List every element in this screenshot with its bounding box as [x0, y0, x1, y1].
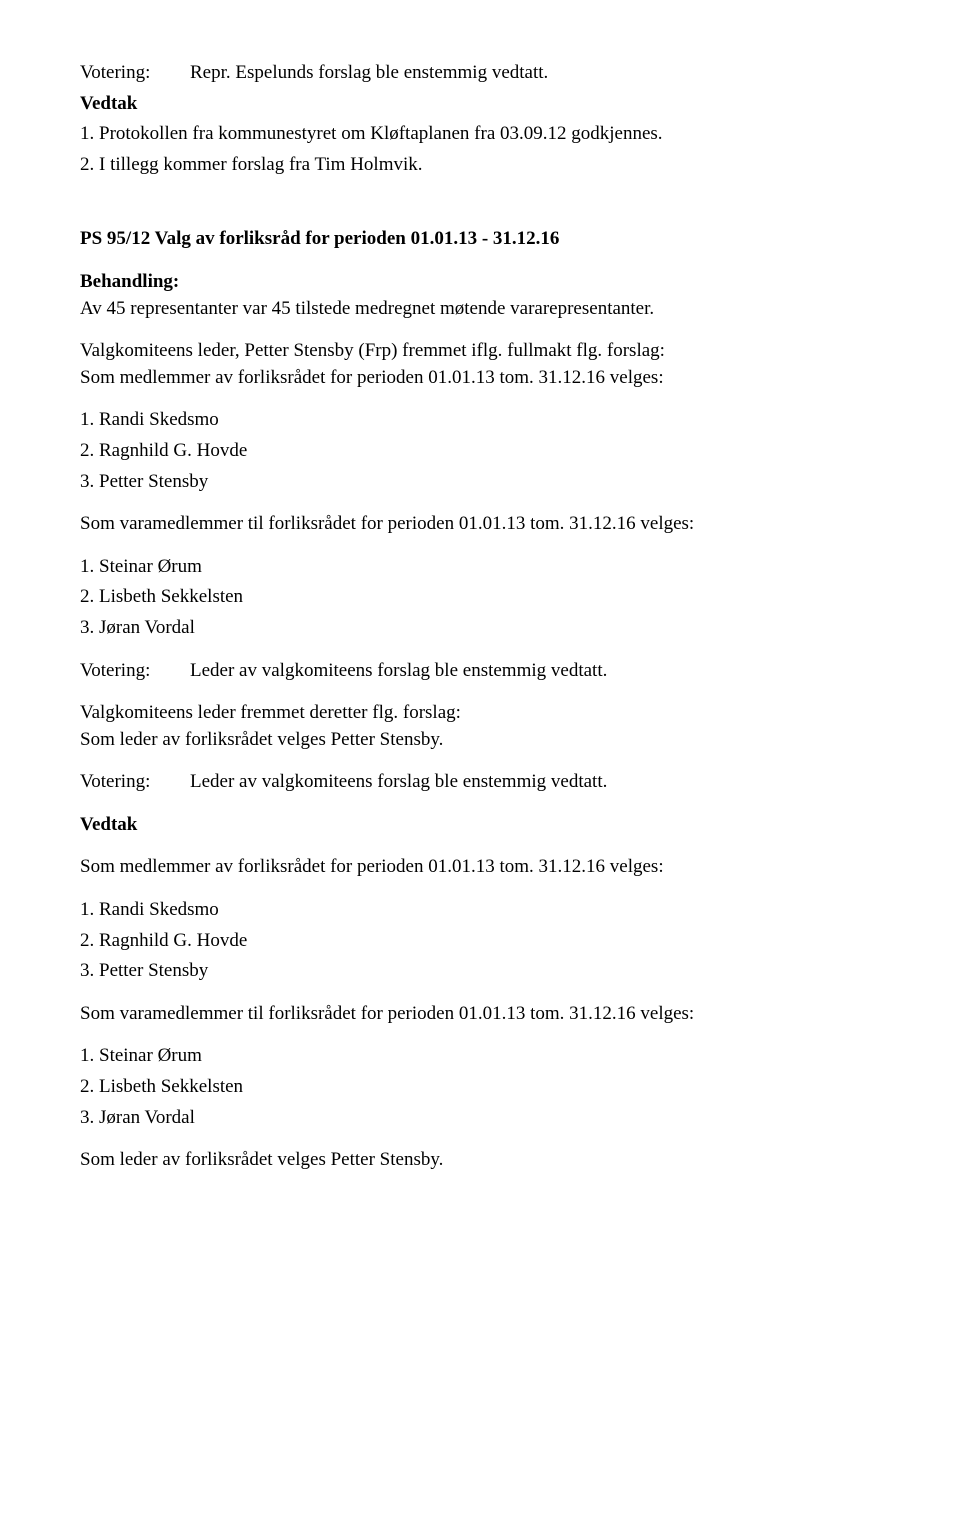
list-item: 1. Randi Skedsmo: [80, 407, 880, 434]
list-item: 1. Steinar Ørum: [80, 554, 880, 581]
section-title: PS 95/12 Valg av forliksråd for perioden…: [80, 226, 880, 253]
votering-label: Votering:: [80, 769, 190, 796]
behandling-text: Av 45 representanter var 45 tilstede med…: [80, 296, 880, 323]
vedtak-heading-1: Vedtak: [80, 91, 880, 118]
list-item: 1. Protokollen fra kommunestyret om Kløf…: [80, 121, 880, 148]
behandling-block: Behandling: Av 45 representanter var 45 …: [80, 269, 880, 322]
list-item: 2. Ragnhild G. Hovde: [80, 438, 880, 465]
votering-text: Repr. Espelunds forslag ble enstemmig ve…: [190, 60, 880, 87]
list-item: 3. Petter Stensby: [80, 469, 880, 496]
votering-text: Leder av valgkomiteens forslag ble enste…: [190, 769, 880, 796]
paragraph-line: Som leder av forliksrådet velges Petter …: [80, 727, 880, 754]
list-item: 2. I tillegg kommer forslag fra Tim Holm…: [80, 152, 880, 179]
votering-text: Leder av valgkomiteens forslag ble enste…: [190, 658, 880, 685]
votering-label: Votering:: [80, 658, 190, 685]
vedtak-heading-2: Vedtak: [80, 812, 880, 839]
paragraph: Som varamedlemmer til forliksrådet for p…: [80, 511, 880, 538]
paragraph: Valgkomiteens leder, Petter Stensby (Frp…: [80, 338, 880, 391]
paragraph: Som leder av forliksrådet velges Petter …: [80, 1147, 880, 1174]
paragraph-line: Valgkomiteens leder fremmet deretter flg…: [80, 700, 880, 727]
list-item: 3. Jøran Vordal: [80, 1105, 880, 1132]
paragraph: Som medlemmer av forliksrådet for period…: [80, 854, 880, 881]
list-item: 2. Lisbeth Sekkelsten: [80, 584, 880, 611]
votering-row-1: Votering: Repr. Espelunds forslag ble en…: [80, 60, 880, 87]
paragraph: Som varamedlemmer til forliksrådet for p…: [80, 1001, 880, 1028]
paragraph-line: Som medlemmer av forliksrådet for period…: [80, 365, 880, 392]
list-item: 2. Ragnhild G. Hovde: [80, 928, 880, 955]
paragraph-line: Valgkomiteens leder, Petter Stensby (Frp…: [80, 338, 880, 365]
votering-row-3: Votering: Leder av valgkomiteens forslag…: [80, 769, 880, 796]
list-item: 1. Randi Skedsmo: [80, 897, 880, 924]
list-item: 2. Lisbeth Sekkelsten: [80, 1074, 880, 1101]
list-item: 3. Petter Stensby: [80, 958, 880, 985]
votering-row-2: Votering: Leder av valgkomiteens forslag…: [80, 658, 880, 685]
behandling-label: Behandling:: [80, 269, 880, 296]
list-item: 1. Steinar Ørum: [80, 1043, 880, 1070]
votering-label: Votering:: [80, 60, 190, 87]
paragraph: Valgkomiteens leder fremmet deretter flg…: [80, 700, 880, 753]
list-item: 3. Jøran Vordal: [80, 615, 880, 642]
